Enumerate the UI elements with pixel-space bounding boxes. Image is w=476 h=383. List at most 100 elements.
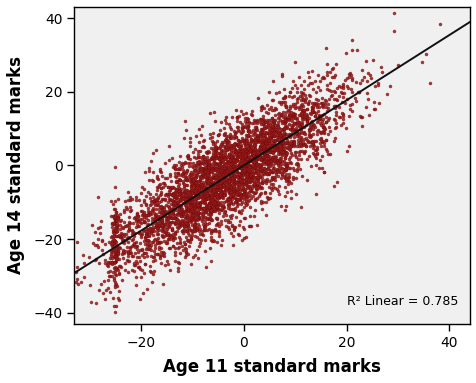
Point bbox=[282, 203, 289, 210]
Point bbox=[241, 160, 248, 167]
Point bbox=[345, 101, 353, 108]
Point bbox=[251, 139, 259, 146]
Point bbox=[252, 151, 260, 157]
Point bbox=[225, 151, 232, 157]
Point bbox=[242, 154, 249, 160]
Point bbox=[195, 228, 202, 234]
Point bbox=[112, 272, 119, 278]
Point bbox=[248, 170, 256, 177]
Point bbox=[205, 226, 212, 232]
Point bbox=[267, 149, 275, 155]
Point bbox=[253, 117, 260, 123]
Point bbox=[285, 111, 293, 117]
Point bbox=[182, 188, 189, 195]
Point bbox=[138, 212, 145, 218]
Point bbox=[122, 204, 130, 210]
Point bbox=[135, 254, 142, 260]
Point bbox=[257, 190, 264, 196]
Point bbox=[198, 175, 205, 181]
Point bbox=[211, 227, 218, 233]
Point bbox=[253, 168, 261, 174]
Point bbox=[119, 249, 127, 255]
Point bbox=[226, 167, 234, 173]
Point bbox=[326, 80, 333, 86]
Point bbox=[141, 228, 149, 234]
Point bbox=[110, 284, 118, 290]
Point bbox=[248, 162, 256, 168]
Point bbox=[222, 182, 230, 188]
Point bbox=[224, 168, 232, 174]
Point bbox=[320, 130, 327, 136]
Point bbox=[237, 201, 244, 208]
Point bbox=[230, 158, 238, 164]
Point bbox=[108, 259, 116, 265]
Point bbox=[169, 243, 176, 249]
Point bbox=[80, 274, 88, 280]
Point bbox=[345, 71, 352, 77]
Point bbox=[199, 183, 207, 189]
Point bbox=[259, 125, 267, 131]
Point bbox=[218, 182, 226, 188]
Point bbox=[267, 130, 274, 136]
Point bbox=[192, 196, 199, 202]
Point bbox=[212, 192, 219, 198]
Point bbox=[249, 150, 257, 156]
Point bbox=[300, 124, 307, 130]
Point bbox=[231, 157, 238, 163]
Point bbox=[136, 265, 144, 272]
Point bbox=[264, 160, 272, 167]
Point bbox=[264, 130, 271, 136]
Point bbox=[268, 133, 276, 139]
Point bbox=[197, 132, 204, 138]
Point bbox=[264, 124, 272, 130]
Point bbox=[229, 206, 237, 212]
Point bbox=[236, 145, 244, 151]
Point bbox=[218, 152, 225, 158]
Point bbox=[286, 142, 294, 149]
Point bbox=[239, 161, 247, 167]
Point bbox=[236, 162, 244, 169]
Point bbox=[261, 153, 268, 159]
Point bbox=[233, 164, 241, 170]
Point bbox=[237, 181, 245, 187]
Point bbox=[156, 209, 164, 215]
Point bbox=[238, 171, 246, 177]
Point bbox=[212, 193, 220, 200]
Point bbox=[229, 194, 237, 200]
Point bbox=[270, 156, 278, 162]
Point bbox=[116, 233, 123, 239]
Point bbox=[230, 131, 238, 137]
Point bbox=[190, 196, 198, 202]
Point bbox=[242, 168, 250, 174]
Point bbox=[194, 151, 202, 157]
Point bbox=[109, 220, 116, 226]
Point bbox=[170, 198, 178, 204]
Point bbox=[176, 177, 183, 183]
Point bbox=[298, 96, 306, 102]
Point bbox=[290, 152, 298, 158]
Point bbox=[241, 186, 248, 192]
Point bbox=[159, 234, 166, 240]
Point bbox=[310, 113, 318, 119]
Point bbox=[165, 236, 172, 242]
Point bbox=[155, 206, 162, 212]
Point bbox=[173, 228, 180, 234]
Point bbox=[199, 214, 207, 220]
Point bbox=[169, 208, 176, 214]
Point bbox=[207, 182, 214, 188]
Point bbox=[229, 188, 237, 195]
Point bbox=[209, 141, 217, 147]
Point bbox=[277, 112, 284, 118]
Point bbox=[144, 212, 152, 218]
Point bbox=[252, 166, 259, 172]
Point bbox=[343, 85, 351, 91]
Point bbox=[294, 163, 301, 169]
Point bbox=[180, 198, 188, 204]
Point bbox=[140, 198, 148, 205]
Point bbox=[251, 150, 259, 156]
Point bbox=[266, 149, 273, 155]
Point bbox=[287, 133, 295, 139]
Point bbox=[242, 174, 249, 180]
Point bbox=[166, 196, 174, 202]
Point bbox=[262, 212, 269, 218]
